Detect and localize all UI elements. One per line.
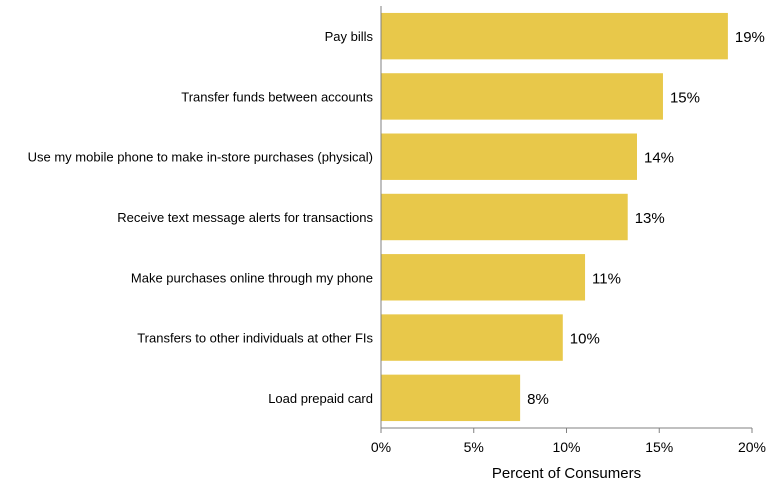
category-label-1: Transfer funds between accounts [181, 89, 373, 104]
x-tick-label-2: 10% [552, 439, 580, 455]
value-labels-group: 19% 15% 14% 13% 11% 10% 8% [527, 29, 765, 408]
bar-0 [381, 12, 728, 60]
value-label-6: 8% [527, 391, 549, 408]
category-label-4: Make purchases online through my phone [131, 270, 373, 285]
bar-5 [381, 314, 563, 361]
category-label-5: Transfers to other individuals at other … [137, 331, 373, 346]
value-label-3: 13% [635, 210, 665, 227]
x-tick-label-1: 5% [464, 439, 484, 455]
category-label-6: Load prepaid card [268, 391, 373, 406]
x-tick-label-0: 0% [371, 439, 391, 455]
x-ticks-group: 0% 5% 10% 15% 20% [371, 428, 766, 455]
bar-2 [381, 133, 637, 180]
bar-3 [381, 193, 628, 241]
bars-group [381, 12, 728, 422]
category-label-2: Use my mobile phone to make in-store pur… [28, 150, 373, 165]
bar-4 [381, 254, 586, 301]
x-tick-label-4: 20% [738, 439, 766, 455]
value-label-5: 10% [570, 331, 600, 348]
category-label-0: Pay bills [325, 29, 374, 44]
bar-6 [381, 374, 521, 422]
x-axis-title: Percent of Consumers [492, 465, 641, 482]
value-label-1: 15% [670, 89, 700, 106]
category-labels-group: Pay bills Transfer funds between accounts… [28, 29, 374, 406]
x-tick-label-3: 15% [645, 439, 673, 455]
value-label-4: 11% [592, 270, 621, 287]
value-label-0: 19% [735, 29, 765, 46]
category-label-3: Receive text message alerts for transact… [117, 210, 373, 225]
value-label-2: 14% [644, 150, 674, 167]
bar-1 [381, 73, 663, 120]
